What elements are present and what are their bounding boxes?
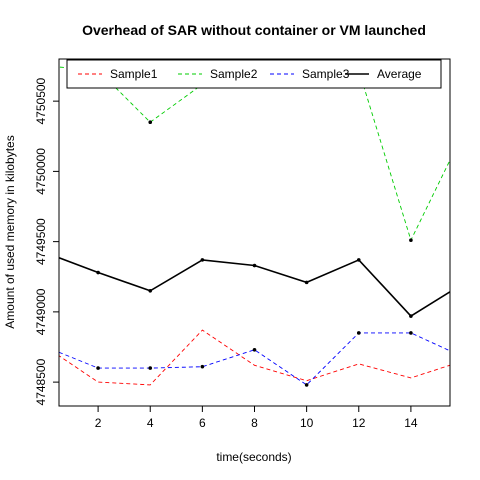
point-sample2-14	[409, 238, 413, 243]
x-tick-label-2: 2	[95, 416, 102, 430]
y-axis-label: Amount of used memory in kilobytes	[3, 135, 17, 328]
point-average-14	[409, 314, 413, 318]
point-sample2-4	[148, 120, 153, 125]
point-average-8	[252, 263, 257, 268]
series-layer	[59, 66, 450, 387]
y-tick-label-4750500: 4750500	[34, 77, 48, 124]
plot-frame	[58, 58, 451, 407]
point-average-4	[148, 289, 153, 293]
legend-label-average: Average	[377, 67, 422, 81]
y-tick-label-4750000: 4750000	[34, 148, 48, 195]
y-axis: 4748500 4749000 4749500 4750000 4750500	[34, 77, 59, 405]
point-sample3-14	[409, 331, 413, 335]
point-average-12	[356, 258, 361, 262]
point-average-10	[304, 280, 309, 285]
series-line-sample3	[59, 332, 450, 386]
x-tick-label-6: 6	[199, 416, 206, 430]
point-sample3-8	[252, 348, 257, 352]
x-tick-label-12: 12	[352, 416, 366, 430]
x-tick-label-8: 8	[251, 416, 258, 430]
chart-title: Overhead of SAR without container or VM …	[82, 22, 426, 38]
series-line-sample2	[59, 66, 450, 242]
point-sample3-12	[356, 331, 361, 335]
x-tick-label-14: 14	[404, 416, 418, 430]
point-sample3-2	[96, 366, 100, 370]
point-sample3-4	[148, 366, 153, 370]
y-tick-label-4748500: 4748500	[34, 358, 48, 405]
legend: Sample1 Sample2 Sample3 Average	[66, 59, 442, 89]
point-sample3-10	[304, 383, 309, 387]
legend-label-sample3: Sample3	[302, 67, 350, 81]
series-line-average	[59, 256, 450, 318]
x-axis: 2 4 6 8 10 12 14	[95, 406, 418, 430]
legend-label-sample1: Sample1	[110, 67, 158, 81]
legend-label-sample2: Sample2	[210, 67, 258, 81]
x-axis-label: time(seconds)	[216, 450, 291, 464]
x-tick-label-4: 4	[147, 416, 154, 430]
y-tick-label-4749500: 4749500	[34, 218, 48, 265]
series-line-sample1	[59, 329, 450, 386]
legend-box	[66, 59, 442, 89]
point-average-6	[200, 258, 205, 262]
point-average-2	[96, 270, 100, 275]
point-sample3-6	[200, 364, 205, 369]
y-tick-label-4749000: 4749000	[34, 288, 48, 335]
x-tick-label-10: 10	[300, 416, 314, 430]
